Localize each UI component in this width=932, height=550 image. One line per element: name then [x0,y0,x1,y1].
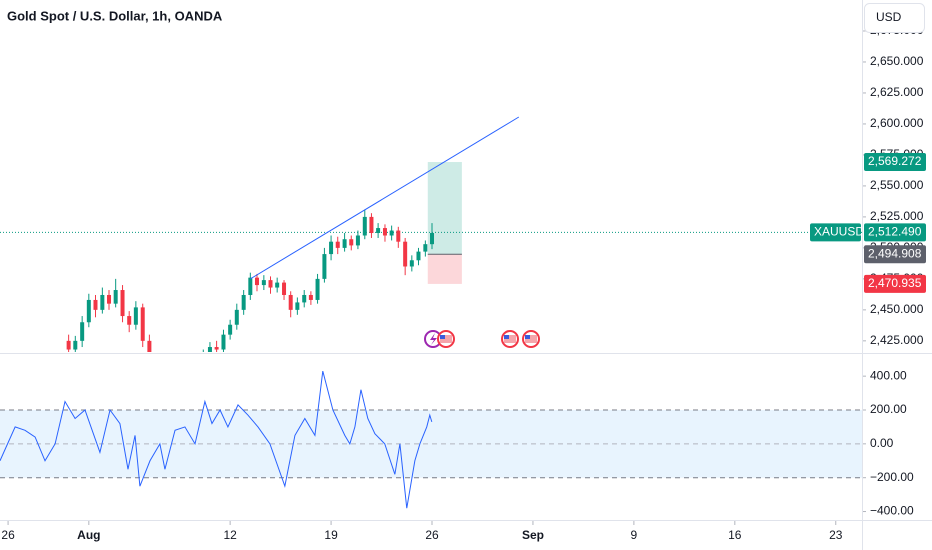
y-tick-label: 2,425.000 [870,333,924,347]
x-tick-label: 19 [324,528,338,542]
candle-body [254,277,259,286]
candle-body [268,280,273,288]
candle-body [86,299,91,323]
candle-body [241,294,246,310]
main-pane [0,116,862,352]
candle-body [221,334,226,350]
candle-body [275,282,280,288]
candle-body [369,216,374,234]
chart-title: Gold Spot / U.S. Dollar, 1h, OANDA [7,8,223,23]
candle-body [107,294,112,304]
y-tick-label: −200.00 [870,470,914,484]
candle-body [308,294,313,300]
price-tag [864,153,926,172]
x-tick-label: 26 [425,528,439,542]
candle-body [430,233,435,245]
candle-body [409,260,414,267]
candle-body [355,235,360,246]
price-tag-label: 2,494.908 [868,246,922,260]
stop-zone [427,254,462,284]
candle-body [80,322,85,341]
y-tick-label: 2,550.000 [870,178,924,192]
candle-body [282,282,287,295]
candle-body [120,290,125,317]
candle-body [261,280,266,286]
candle-body [228,324,233,335]
candle-body [288,294,293,310]
candle-body [416,251,421,261]
x-tick-label: 26 [1,528,15,542]
price-tag [864,223,926,242]
price-tag [864,274,926,293]
x-tick-label: Aug [77,528,100,542]
candle-body [140,307,145,341]
y-tick-label: −400.00 [870,504,914,518]
symbol-label: XAUUSD [814,225,864,239]
candle-body [389,230,394,236]
x-tick-label: Sep [522,528,544,542]
candle-body [423,244,428,252]
price-tag-label: 2,470.935 [868,276,922,290]
currency-label: USD [876,10,902,24]
symbol-tag [810,223,861,242]
candle-body [147,340,152,352]
x-tick-label: 9 [631,528,638,542]
candle-body [396,230,401,242]
price-tag-label: 2,512.490 [868,225,922,239]
candle-body [302,294,307,303]
y-tick-label: 2,625.000 [870,85,924,99]
candle-body [335,241,340,248]
candle-body [342,239,347,248]
candle-body [295,302,300,310]
candle-body [248,277,253,295]
candle-body [207,347,212,352]
candle-body [362,216,367,236]
y-tick-label: 2,650.000 [870,54,924,68]
flag [440,335,445,339]
flag [440,335,452,343]
y-tick-label: 2,600.000 [870,116,924,130]
event-icon-bolt [430,333,437,345]
y-tick-label: 200.00 [870,402,907,416]
candle-body [329,241,334,255]
flag [525,335,537,343]
trendline [250,116,520,280]
y-tick-label: 2,450.000 [870,302,924,316]
indicator-line [0,370,433,509]
event-icons [424,330,540,348]
band [0,410,862,478]
price-tag [864,245,926,264]
candle-body [234,309,239,325]
flag [525,335,530,339]
candle-body [403,241,408,267]
candle-body [315,278,320,300]
candle-body [133,307,138,325]
x-tick-label: 23 [829,528,843,542]
x-tick-label: 12 [223,528,237,542]
y-tick-label: 400.00 [870,368,907,382]
candle-body [73,340,78,350]
candle-body [93,299,98,310]
candle-body [382,228,387,236]
candle-body [127,316,132,325]
candle-body [376,228,381,234]
candle-body [349,239,354,246]
y-tick-label: 0.00 [870,436,894,450]
price-tag-label: 2,569.272 [868,154,922,168]
flag [504,335,516,343]
flag [504,335,509,339]
y-tick-label: 2,525.000 [870,209,924,223]
x-tick-label: 16 [728,528,742,542]
candle-body [66,340,71,350]
candle-body [322,254,327,279]
indicator-pane [0,370,862,509]
candle-body [214,347,219,350]
candle-body [113,290,118,304]
currency-button[interactable] [864,3,925,33]
candle-body [100,294,105,310]
